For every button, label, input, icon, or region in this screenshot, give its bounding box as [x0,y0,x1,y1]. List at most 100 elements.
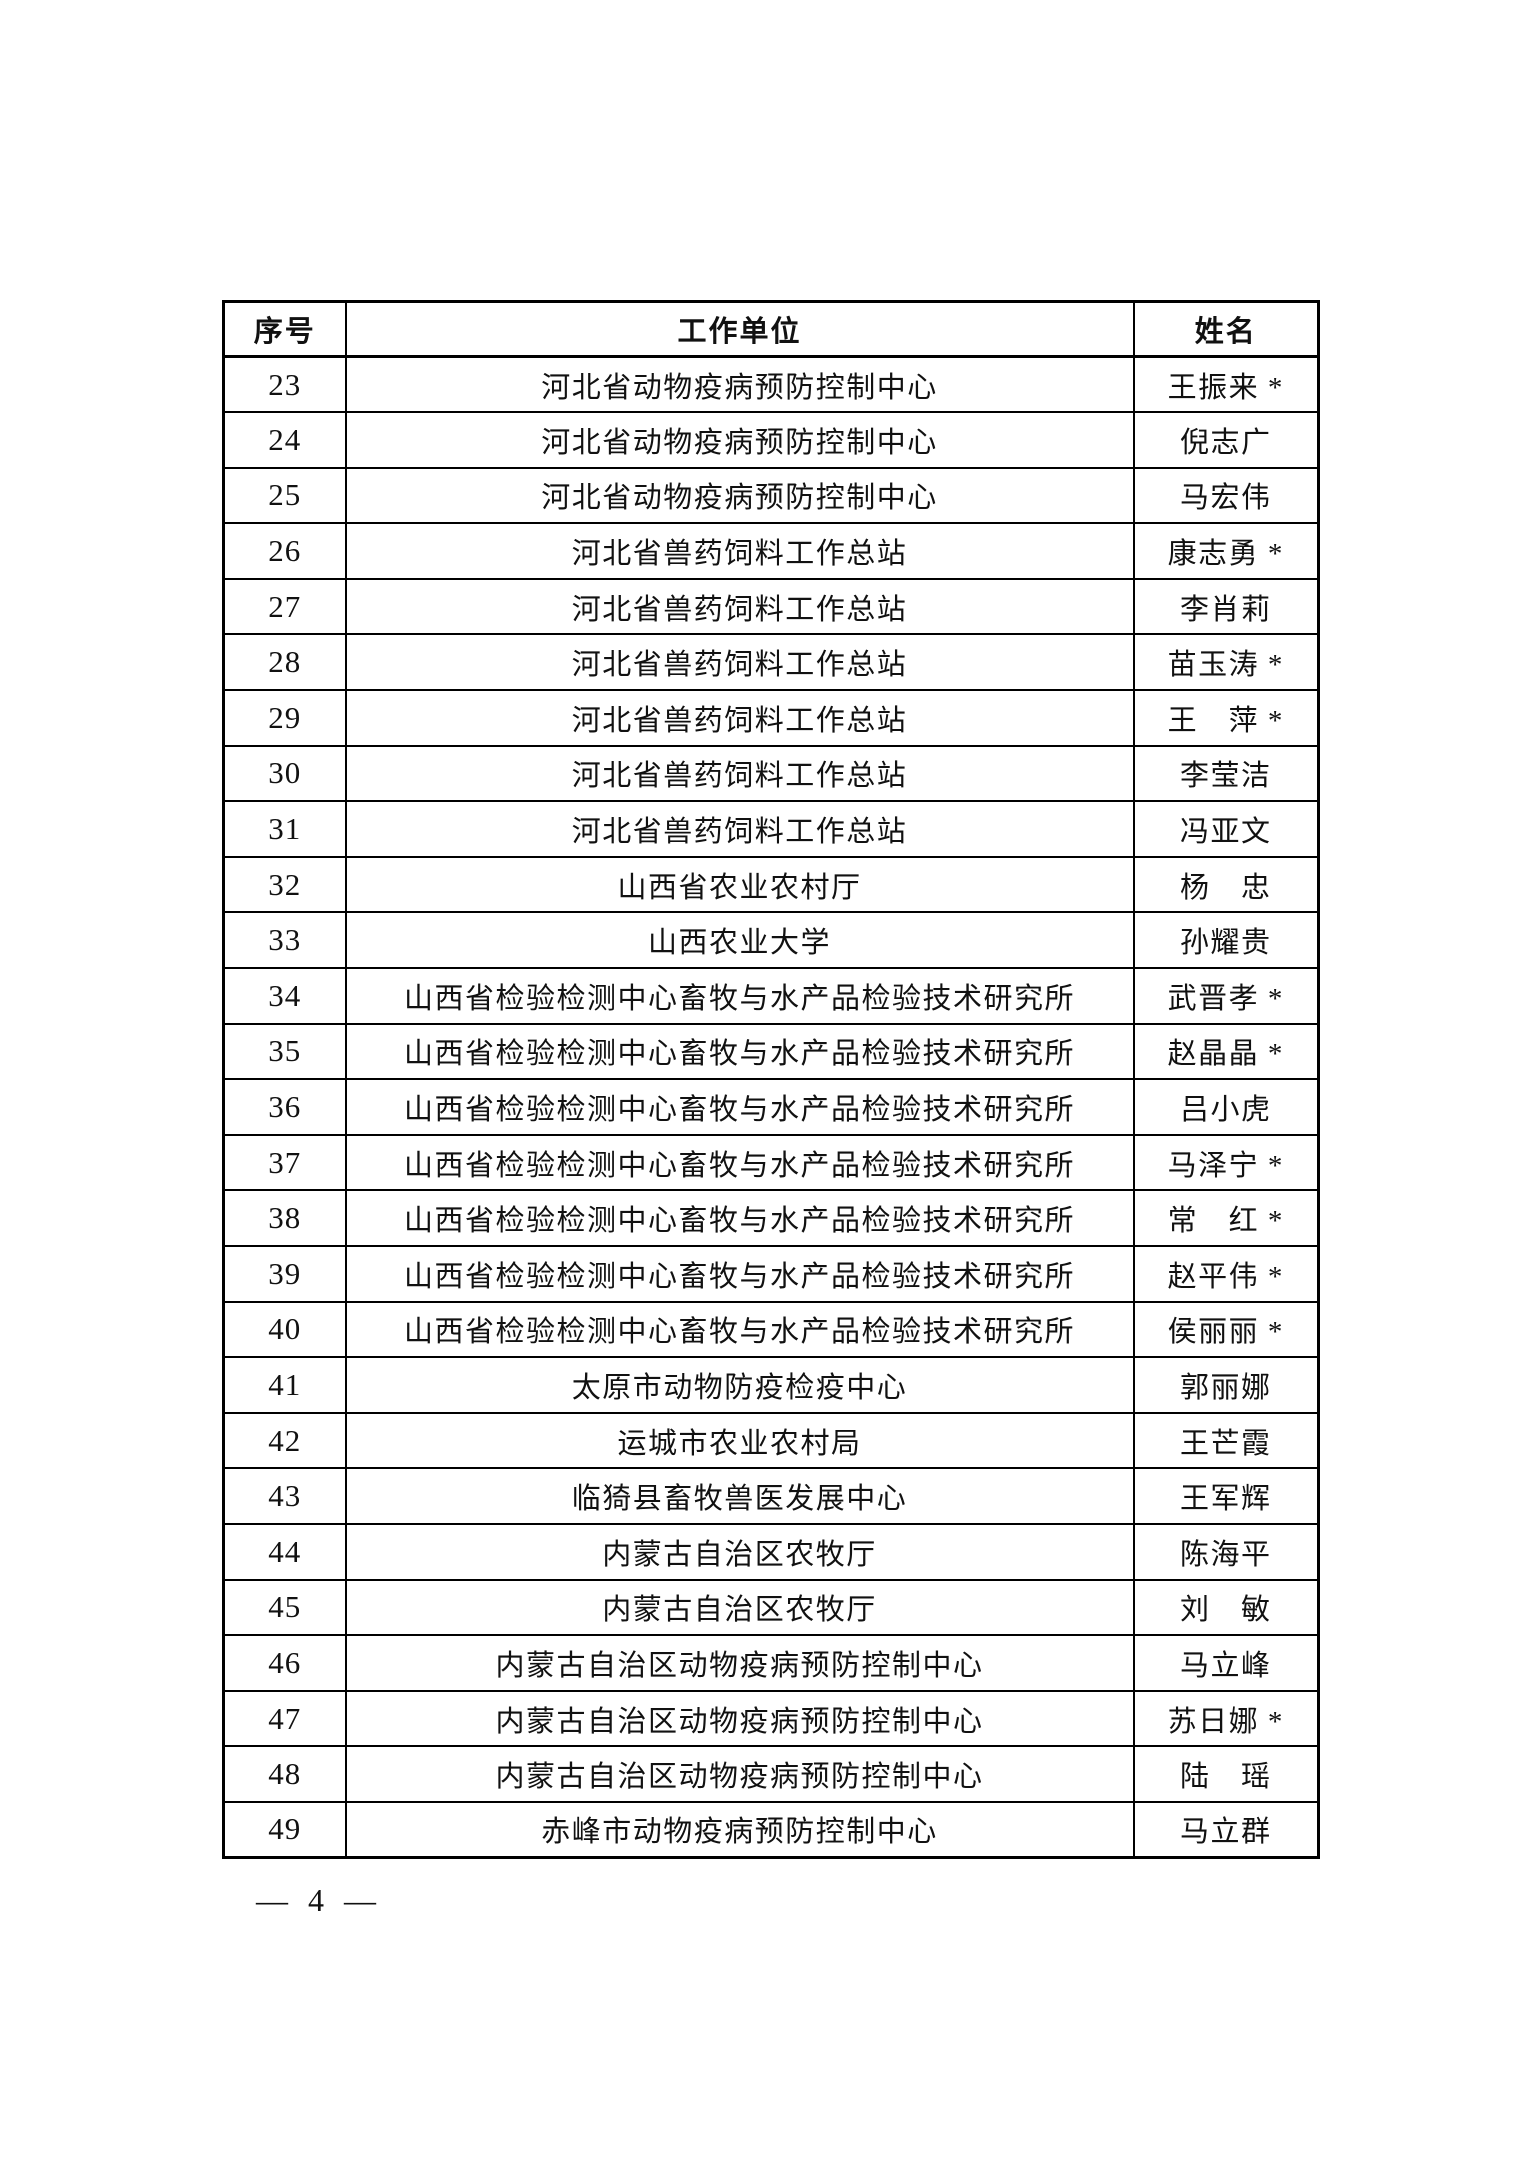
cell-work-unit: 河北省兽药饲料工作总站 [344,689,1135,747]
cell-serial-number: 38 [222,1189,347,1247]
cell-person-name: 吕小虎 [1132,1078,1320,1136]
cell-serial-number: 39 [222,1245,347,1303]
cell-person-name: 陈海平 [1132,1522,1320,1581]
cell-person-name: 赵晶晶 * [1132,1022,1320,1081]
table-row: 49 赤峰市动物疫病预防控制中心 马立群 [222,1800,1320,1859]
cell-work-unit: 内蒙古自治区动物疫病预防控制中心 [344,1634,1135,1692]
table-header-row: 序号 工作单位 姓名 [222,300,1320,358]
cell-person-name: 马立群 [1132,1800,1320,1859]
cell-person-name: 倪志广 [1132,411,1320,469]
cell-person-name: 马泽宁 * [1132,1133,1320,1192]
cell-serial-number: 41 [222,1356,347,1414]
cell-serial-number: 32 [222,855,347,914]
cell-work-unit: 河北省兽药饲料工作总站 [344,633,1135,692]
cell-work-unit: 河北省动物疫病预防控制中心 [344,355,1135,414]
cell-serial-number: 30 [222,744,347,803]
cell-work-unit: 内蒙古自治区动物疫病预防控制中心 [344,1745,1135,1803]
cell-serial-number: 36 [222,1078,347,1136]
participants-table: 序号 工作单位 姓名 23 河北省动物疫病预防控制中心 王振来 * 24 河北省… [222,300,1320,1860]
cell-serial-number: 49 [222,1800,347,1859]
table-row: 46 内蒙古自治区动物疫病预防控制中心 马立峰 [222,1634,1320,1692]
cell-serial-number: 27 [222,577,347,636]
cell-work-unit: 河北省兽药饲料工作总站 [344,800,1135,858]
table-row: 44 内蒙古自治区农牧厅 陈海平 [222,1522,1320,1581]
cell-serial-number: 46 [222,1634,347,1692]
cell-person-name: 王 萍 * [1132,689,1320,747]
cell-person-name: 李肖莉 [1132,577,1320,636]
cell-person-name: 马立峰 [1132,1634,1320,1692]
cell-serial-number: 40 [222,1300,347,1359]
cell-person-name: 赵平伟 * [1132,1245,1320,1303]
table-row: 24 河北省动物疫病预防控制中心 倪志广 [222,411,1320,469]
cell-person-name: 冯亚文 [1132,800,1320,858]
table-row: 30 河北省兽药饲料工作总站 李莹洁 [222,744,1320,803]
cell-work-unit: 河北省动物疫病预防控制中心 [344,466,1135,525]
cell-serial-number: 28 [222,633,347,692]
cell-person-name: 侯丽丽 * [1132,1300,1320,1359]
column-header-person-name: 姓名 [1132,300,1320,358]
cell-work-unit: 山西农业大学 [344,911,1135,970]
cell-serial-number: 26 [222,522,347,580]
cell-work-unit: 山西省检验检测中心畜牧与水产品检验技术研究所 [344,1022,1135,1081]
cell-work-unit: 河北省兽药饲料工作总站 [344,744,1135,803]
cell-serial-number: 44 [222,1522,347,1581]
cell-work-unit: 内蒙古自治区动物疫病预防控制中心 [344,1689,1135,1748]
table-row: 41 太原市动物防疫检疫中心 郭丽娜 [222,1356,1320,1414]
table-row: 48 内蒙古自治区动物疫病预防控制中心 陆 瑶 [222,1745,1320,1803]
cell-work-unit: 内蒙古自治区农牧厅 [344,1522,1135,1581]
table-row: 42 运城市农业农村局 王芒霞 [222,1411,1320,1470]
cell-serial-number: 48 [222,1745,347,1803]
cell-work-unit: 山西省检验检测中心畜牧与水产品检验技术研究所 [344,1245,1135,1303]
table-row: 33 山西农业大学 孙耀贵 [222,911,1320,970]
table-body: 23 河北省动物疫病预防控制中心 王振来 * 24 河北省动物疫病预防控制中心 … [222,355,1320,1859]
cell-serial-number: 37 [222,1133,347,1192]
cell-serial-number: 47 [222,1689,347,1748]
table-row: 45 内蒙古自治区农牧厅 刘 敏 [222,1578,1320,1637]
cell-work-unit: 山西省农业农村厅 [344,855,1135,914]
column-header-serial-number: 序号 [222,300,347,358]
cell-work-unit: 内蒙古自治区农牧厅 [344,1578,1135,1637]
cell-serial-number: 42 [222,1411,347,1470]
table-row: 43 临猗县畜牧兽医发展中心 王军辉 [222,1467,1320,1525]
cell-serial-number: 35 [222,1022,347,1081]
cell-work-unit: 河北省兽药饲料工作总站 [344,522,1135,580]
cell-work-unit: 山西省检验检测中心畜牧与水产品检验技术研究所 [344,1300,1135,1359]
cell-serial-number: 25 [222,466,347,525]
cell-work-unit: 山西省检验检测中心畜牧与水产品检验技术研究所 [344,967,1135,1025]
table-row: 40 山西省检验检测中心畜牧与水产品检验技术研究所 侯丽丽 * [222,1300,1320,1359]
cell-serial-number: 31 [222,800,347,858]
cell-work-unit: 河北省动物疫病预防控制中心 [344,411,1135,469]
cell-person-name: 苏日娜 * [1132,1689,1320,1748]
cell-person-name: 刘 敏 [1132,1578,1320,1637]
cell-work-unit: 运城市农业农村局 [344,1411,1135,1470]
table-row: 39 山西省检验检测中心畜牧与水产品检验技术研究所 赵平伟 * [222,1245,1320,1303]
cell-work-unit: 山西省检验检测中心畜牧与水产品检验技术研究所 [344,1189,1135,1247]
cell-person-name: 李莹洁 [1132,744,1320,803]
cell-work-unit: 山西省检验检测中心畜牧与水产品检验技术研究所 [344,1133,1135,1192]
cell-person-name: 孙耀贵 [1132,911,1320,970]
cell-serial-number: 24 [222,411,347,469]
cell-work-unit: 太原市动物防疫检疫中心 [344,1356,1135,1414]
cell-serial-number: 33 [222,911,347,970]
cell-work-unit: 临猗县畜牧兽医发展中心 [344,1467,1135,1525]
cell-person-name: 王振来 * [1132,355,1320,414]
cell-serial-number: 43 [222,1467,347,1525]
cell-person-name: 常 红 * [1132,1189,1320,1247]
cell-serial-number: 29 [222,689,347,747]
table-row: 28 河北省兽药饲料工作总站 苗玉涛 * [222,633,1320,692]
table-row: 37 山西省检验检测中心畜牧与水产品检验技术研究所 马泽宁 * [222,1133,1320,1192]
cell-serial-number: 34 [222,967,347,1025]
table-row: 36 山西省检验检测中心畜牧与水产品检验技术研究所 吕小虎 [222,1078,1320,1136]
table-row: 35 山西省检验检测中心畜牧与水产品检验技术研究所 赵晶晶 * [222,1022,1320,1081]
table-row: 47 内蒙古自治区动物疫病预防控制中心 苏日娜 * [222,1689,1320,1748]
cell-person-name: 陆 瑶 [1132,1745,1320,1803]
table-row: 38 山西省检验检测中心畜牧与水产品检验技术研究所 常 红 * [222,1189,1320,1247]
cell-person-name: 武晋孝 * [1132,967,1320,1025]
cell-work-unit: 赤峰市动物疫病预防控制中心 [344,1800,1135,1859]
cell-work-unit: 山西省检验检测中心畜牧与水产品检验技术研究所 [344,1078,1135,1136]
table-row: 34 山西省检验检测中心畜牧与水产品检验技术研究所 武晋孝 * [222,967,1320,1025]
table-row: 31 河北省兽药饲料工作总站 冯亚文 [222,800,1320,858]
table-row: 29 河北省兽药饲料工作总站 王 萍 * [222,689,1320,747]
table-row: 27 河北省兽药饲料工作总站 李肖莉 [222,577,1320,636]
table-row: 32 山西省农业农村厅 杨 忠 [222,855,1320,914]
